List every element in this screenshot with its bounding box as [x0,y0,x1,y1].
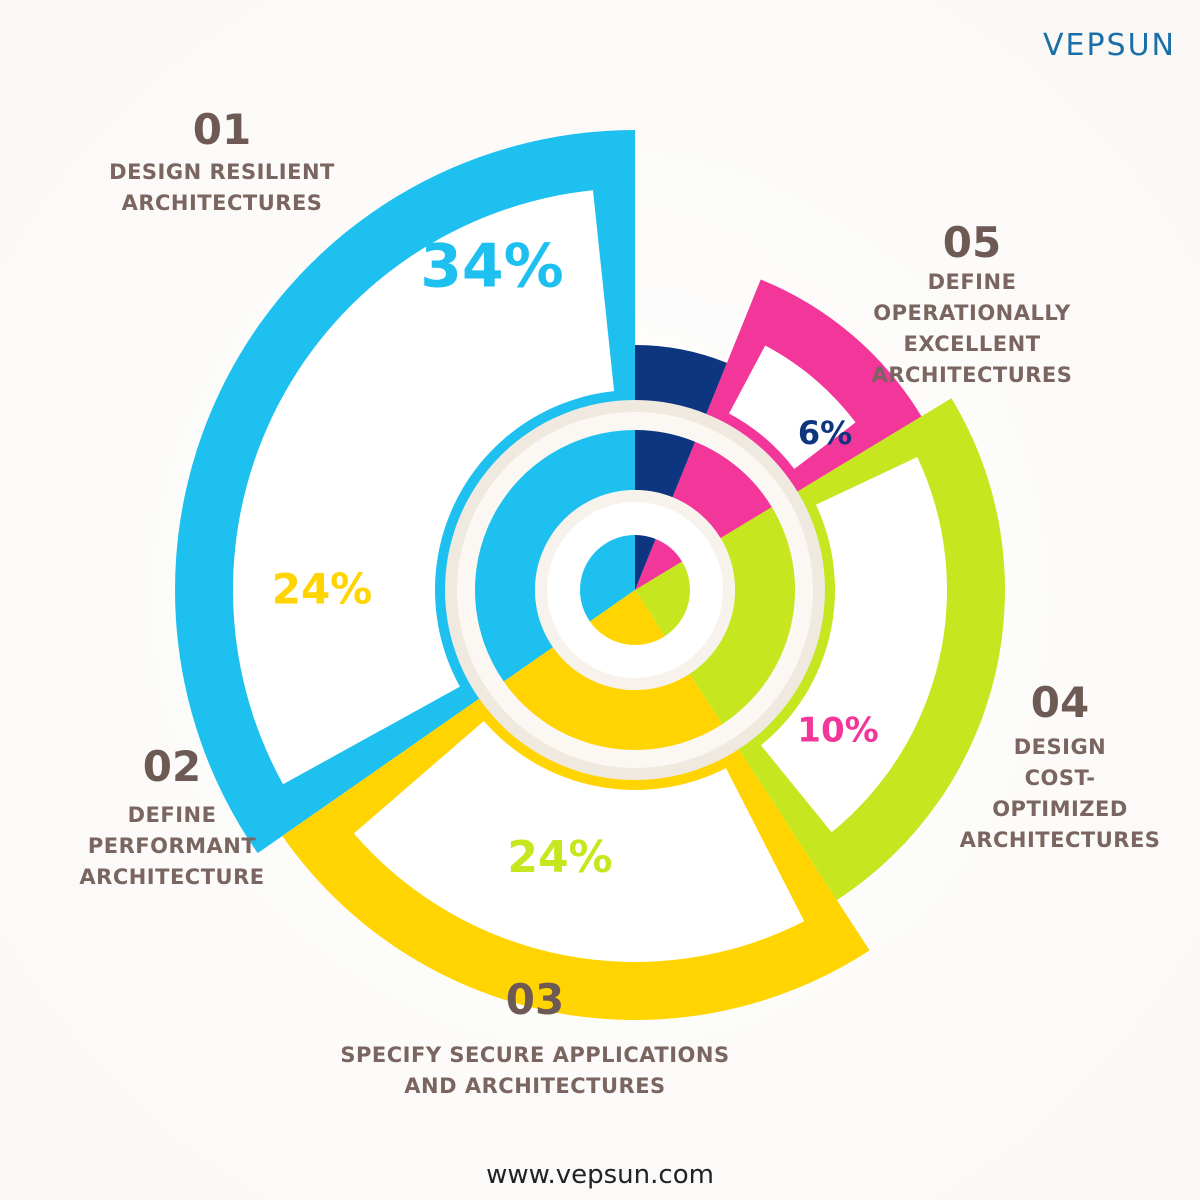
center-slice [635,535,656,590]
item-number: 04 [1030,678,1090,727]
center-slice [635,539,683,590]
website: www.vepsun.com [486,1160,714,1190]
item-number: 03 [505,975,565,1024]
center-slice [579,535,635,622]
brand-logo: VEPSUN [1042,28,1176,63]
segment-inner [729,345,856,470]
item-label: DESIGN COST-OPTIMIZED ARCHITECTURES [959,735,1161,852]
value-label: 24% [507,832,612,883]
value-label: 10% [797,711,878,751]
center-slice [589,590,666,645]
ring-segment [689,507,795,725]
item-label: DESIGN RESILIENT ARCHITECTURES [109,160,335,215]
item-number: 01 [192,105,252,154]
item-label: SPECIFY SECURE APPLICATIONS AND ARCHITEC… [340,1043,730,1098]
value-label: 6% [798,414,852,452]
segment-inner [761,457,947,833]
center-slice [635,561,690,637]
item-number: 05 [942,218,1002,267]
ring-segment [635,430,696,498]
value-label: 34% [420,232,564,302]
segment-inner [353,720,805,962]
ring-segment [503,647,723,750]
ring-segment [672,441,772,539]
item-label: DEFINE OPERATIONALLY EXCELLENT ARCHITECT… [871,270,1073,387]
value-label: 24% [272,565,373,614]
segment-inner [232,190,615,785]
ring-segment [475,430,635,682]
item-label: DEFINE PERFORMANT ARCHITECTURE [79,803,265,889]
item-number: 02 [142,742,202,791]
